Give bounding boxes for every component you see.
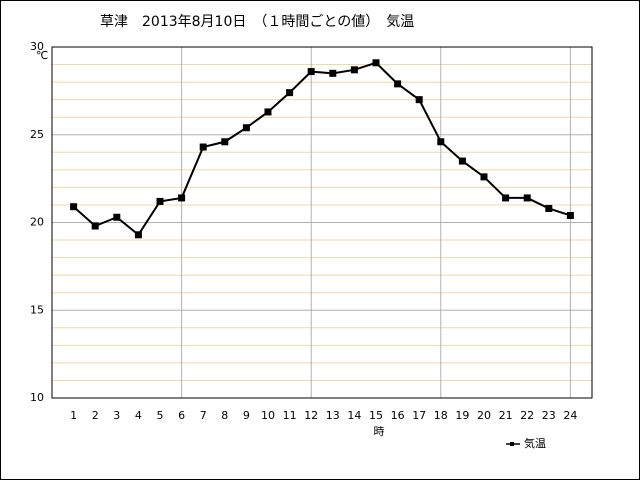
x-tick-label: 11 <box>283 409 297 422</box>
x-tick-label: 19 <box>455 409 469 422</box>
x-tick-label: 10 <box>261 409 275 422</box>
x-tick-label: 8 <box>221 409 228 422</box>
plot-area <box>51 46 593 399</box>
data-point <box>566 211 574 219</box>
y-tick-label: 15 <box>30 303 44 316</box>
y-tick-label: 10 <box>30 391 44 404</box>
data-point <box>91 222 99 230</box>
legend-label: 気温 <box>524 436 546 450</box>
data-point <box>350 66 358 74</box>
x-tick-label: 20 <box>477 409 491 422</box>
data-point <box>307 68 315 76</box>
data-point <box>156 197 164 205</box>
data-point <box>264 108 272 116</box>
data-point <box>545 204 553 212</box>
x-tick-label: 9 <box>243 409 250 422</box>
chart-title: 草津 2013年8月10日 （１時間ごとの値） 気温 <box>100 14 414 30</box>
data-point <box>70 203 78 211</box>
data-point <box>329 69 337 77</box>
data-point <box>523 194 531 202</box>
x-tick-label: 6 <box>178 409 185 422</box>
data-point <box>458 157 466 165</box>
legend-marker <box>510 442 514 446</box>
data-point <box>199 143 207 151</box>
data-point <box>286 89 294 97</box>
data-point <box>502 194 510 202</box>
data-point <box>221 138 229 146</box>
y-tick-label: 30 <box>30 40 44 53</box>
data-point <box>415 96 423 104</box>
x-tick-label: 4 <box>135 409 142 422</box>
x-tick-label: 21 <box>499 409 513 422</box>
x-tick-label: 3 <box>113 409 120 422</box>
x-tick-label: 17 <box>412 409 426 422</box>
data-point <box>242 124 250 132</box>
x-tick-label: 16 <box>391 409 405 422</box>
y-axis-label: ℃ <box>36 49 48 62</box>
x-tick-label: 22 <box>520 409 534 422</box>
data-point <box>134 231 142 239</box>
x-tick-label: 1 <box>70 409 77 422</box>
x-axis-label: 時 <box>374 425 385 438</box>
x-tick-label: 12 <box>304 409 318 422</box>
x-tick-label: 5 <box>157 409 164 422</box>
x-tick-label: 13 <box>326 409 340 422</box>
x-tick-label: 14 <box>347 409 361 422</box>
y-tick-label: 25 <box>30 128 44 141</box>
data-point <box>178 194 186 202</box>
x-tick-label: 2 <box>92 409 99 422</box>
data-point <box>372 59 380 67</box>
x-tick-label: 7 <box>200 409 207 422</box>
y-tick-label: 20 <box>30 216 44 229</box>
x-tick-label: 18 <box>434 409 448 422</box>
data-point <box>113 213 121 221</box>
x-tick-label: 15 <box>369 409 383 422</box>
x-tick-label: 24 <box>563 409 577 422</box>
data-point <box>394 80 402 88</box>
data-point <box>437 138 445 146</box>
x-tick-label: 23 <box>542 409 556 422</box>
data-point <box>480 173 488 181</box>
data-line <box>72 61 571 237</box>
